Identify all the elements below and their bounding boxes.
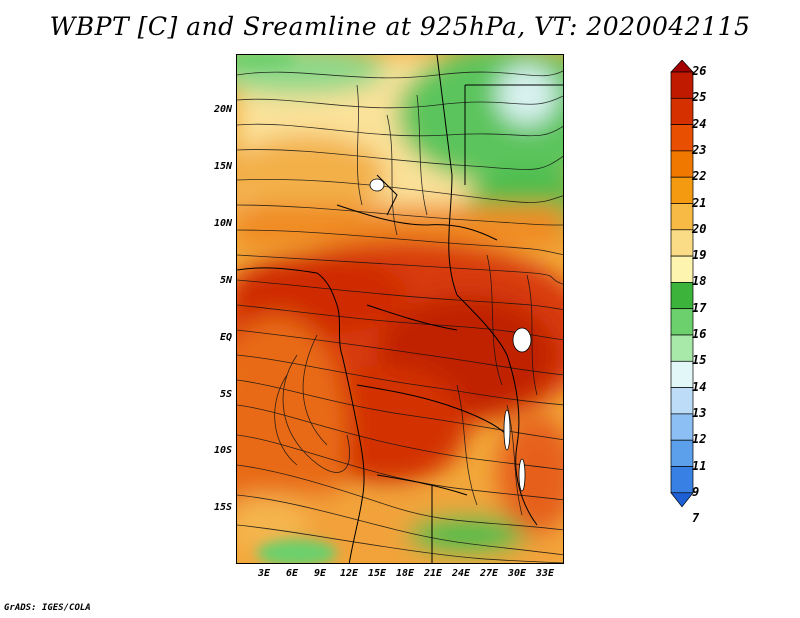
colorbar-label: 25 xyxy=(692,90,707,105)
colorbar-segment xyxy=(670,255,694,283)
colorbar-label: 17 xyxy=(692,300,707,315)
lon-label-21e: 21E xyxy=(423,568,443,579)
colorbar-segment xyxy=(670,71,694,99)
colorbar-segment xyxy=(670,439,694,467)
lon-label-30e: 30E xyxy=(507,568,527,579)
colorbar-label: 14 xyxy=(692,379,707,394)
colorbar-bottom-arrow xyxy=(670,492,694,508)
lon-label-27e: 27E xyxy=(479,568,499,579)
lon-label-24e: 24E xyxy=(451,568,471,579)
colorbar-segment xyxy=(670,466,694,494)
colorbar-segment xyxy=(670,229,694,257)
colorbar-segment xyxy=(670,334,694,362)
colorbar-label: 11 xyxy=(692,458,707,473)
colorbar-segment xyxy=(670,150,694,178)
map-plot-area xyxy=(236,54,564,564)
colorbar-label: 24 xyxy=(692,116,707,131)
colorbar-segment xyxy=(670,124,694,152)
colorbar-label: 22 xyxy=(692,169,707,184)
colorbar-segment xyxy=(670,360,694,388)
colorbar-label: 18 xyxy=(692,274,707,289)
credit-text: GrADS: IGES/COLA xyxy=(4,603,91,613)
lat-label-15n: 15N xyxy=(213,161,232,172)
colorbar xyxy=(670,60,694,508)
lon-label-6e: 6E xyxy=(285,568,299,579)
colorbar-segment xyxy=(670,308,694,336)
lon-label-33e: 33E xyxy=(535,568,555,579)
lat-label-15s: 15S xyxy=(213,502,232,513)
lat-label-10s: 10S xyxy=(213,445,232,456)
temperature-field xyxy=(237,55,563,563)
colorbar-label: 16 xyxy=(692,327,707,341)
colorbar-label: 19 xyxy=(692,248,707,263)
colorbar-label: 26 xyxy=(692,64,707,78)
colorbar-segment xyxy=(670,387,694,415)
lat-label-5n: 5N xyxy=(219,275,232,286)
lakes xyxy=(369,178,532,492)
chart-title: WBPT [C] and Sreamline at 925hPa, VT: 20… xyxy=(49,12,751,41)
lat-label-10n: 10N xyxy=(213,218,232,229)
colorbar-label: 15 xyxy=(692,353,707,368)
colorbar-label: 20 xyxy=(692,221,707,236)
colorbar-label: 12 xyxy=(692,432,707,447)
colorbar-label: 23 xyxy=(692,142,707,157)
map-field-svg xyxy=(237,55,563,563)
colorbar-label: 21 xyxy=(692,195,707,210)
colorbar-label: 13 xyxy=(692,405,707,420)
colorbar-segment xyxy=(670,282,694,310)
colorbar-label: 9 xyxy=(692,484,700,499)
colorbar-segment xyxy=(670,413,694,441)
lon-label-9e: 9E xyxy=(313,568,327,579)
lat-label-20n: 20N xyxy=(213,104,232,115)
colorbar-label: 7 xyxy=(692,511,700,526)
lat-label-eq: EQ xyxy=(219,332,232,343)
colorbar-segment xyxy=(670,203,694,231)
streamlines xyxy=(237,70,563,563)
lon-label-12e: 12E xyxy=(339,568,359,579)
lon-label-15e: 15E xyxy=(367,568,387,579)
colorbar-segment xyxy=(670,97,694,125)
lat-label-5s: 5S xyxy=(219,389,232,400)
colorbar-segment xyxy=(670,176,694,204)
lon-label-18e: 18E xyxy=(395,568,415,579)
lon-label-3e: 3E xyxy=(257,568,271,579)
colorbar-top-arrow xyxy=(670,60,694,73)
coastlines xyxy=(237,55,563,563)
